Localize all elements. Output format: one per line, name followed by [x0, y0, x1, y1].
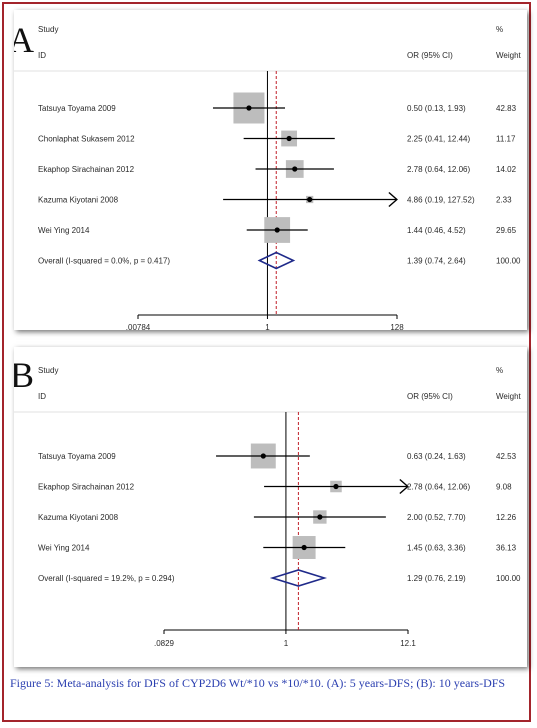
study-name: Wei Ying 2014	[38, 544, 90, 553]
x-tick-label: 12.1	[400, 639, 416, 648]
ci-arrow	[388, 191, 398, 208]
point-estimate	[301, 544, 307, 551]
weight-value: 11.17	[496, 135, 516, 144]
study-name: Tatsuya Toyama 2009	[38, 452, 116, 461]
forest-plot-panel-a: Study ID OR (95% CI)% Weight .00784 1 128 Tatsu…	[14, 10, 527, 330]
weight-value: 42.83	[496, 104, 517, 113]
header-study: Study	[38, 366, 58, 375]
study-name: Chonlaphat Sukasem 2012	[38, 135, 135, 144]
study-name: Kazuma Kiyotani 2008	[38, 196, 119, 205]
header-or-ci: OR (95% CI)	[407, 51, 453, 60]
point-estimate	[292, 166, 298, 172]
or-ci-value: 4.86 (0.19, 127.52)	[407, 196, 475, 205]
point-estimate	[307, 196, 313, 203]
overall-label: Overall (I-squared = 0.0%, p = 0.417)	[38, 257, 170, 266]
forest-plot-b-svg: Study ID OR (95% CI)% Weight .0829 1 12.1 Tatsu…	[14, 366, 527, 648]
figure-frame: Study ID OR (95% CI)% Weight .00784 1 128 Tatsu…	[2, 2, 531, 722]
x-tick-label: 128	[390, 323, 404, 330]
study-name: Wei Ying 2014	[38, 226, 90, 235]
figure-caption: Figure 5: Meta-analysis for DFS of CYP2D…	[10, 676, 506, 690]
x-tick-label: .0829	[154, 639, 175, 648]
overall-weight-value: 100.00	[496, 574, 521, 583]
ci-arrow	[399, 478, 409, 495]
study-name: Tatsuya Toyama 2009	[38, 104, 116, 113]
or-ci-value: 2.78 (0.64, 12.06)	[407, 483, 470, 492]
point-estimate	[333, 483, 339, 490]
overall-weight-value: 100.00	[496, 257, 521, 266]
or-ci-value: 2.25 (0.41, 12.44)	[407, 135, 470, 144]
header-weight: Weight	[496, 392, 522, 401]
x-tick-label: 1	[284, 639, 289, 648]
header-percent: %	[496, 366, 503, 375]
header-id: ID	[38, 392, 46, 401]
forest-plot-panel-b: Study ID OR (95% CI)% Weight .0829 1 12.1 Tatsu…	[14, 347, 527, 667]
weight-value: 36.13	[496, 544, 517, 553]
study-name: Ekaphop Sirachainan 2012	[38, 165, 135, 174]
weight-value: 2.33	[496, 196, 512, 205]
header-or-ci: OR (95% CI)	[407, 392, 453, 401]
or-ci-value: 0.50 (0.13, 1.93)	[407, 104, 466, 113]
panel-label-b: B	[14, 355, 35, 395]
overall-diamond	[257, 251, 296, 270]
forest-plot-a-svg: Study ID OR (95% CI)% Weight .00784 1 128 Tatsu…	[14, 25, 527, 330]
point-estimate	[286, 135, 292, 142]
overall-diamond	[269, 569, 328, 587]
weight-value: 14.02	[496, 165, 517, 174]
study-name: Kazuma Kiyotani 2008	[38, 513, 119, 522]
overall-label: Overall (I-squared = 19.2%, p = 0.294)	[38, 574, 175, 583]
or-ci-value: 2.00 (0.52, 7.70)	[407, 513, 466, 522]
or-ci-value: 0.63 (0.24, 1.63)	[407, 452, 466, 461]
header-id: ID	[38, 51, 46, 60]
weight-value: 12.26	[496, 513, 517, 522]
header-weight: Weight	[496, 51, 522, 60]
overall-or-ci-value: 1.39 (0.74, 2.64)	[407, 257, 466, 266]
weight-value: 9.08	[496, 483, 512, 492]
point-estimate	[274, 227, 280, 233]
x-tick-label: .00784	[126, 323, 151, 330]
point-estimate	[260, 453, 266, 459]
or-ci-value: 1.44 (0.46, 4.52)	[407, 226, 466, 235]
weight-value: 42.53	[496, 452, 517, 461]
weight-value: 29.65	[496, 226, 517, 235]
point-estimate	[246, 105, 252, 111]
or-ci-value: 2.78 (0.64, 12.06)	[407, 165, 470, 174]
study-name: Ekaphop Sirachainan 2012	[38, 483, 135, 492]
header-study: Study	[38, 25, 58, 34]
x-tick-label: 1	[265, 323, 270, 330]
or-ci-value: 1.45 (0.63, 3.36)	[407, 544, 466, 553]
overall-or-ci-value: 1.29 (0.76, 2.19)	[407, 574, 466, 583]
point-estimate	[317, 514, 323, 520]
panel-label-a: A	[14, 20, 34, 60]
header-percent: %	[496, 25, 503, 34]
